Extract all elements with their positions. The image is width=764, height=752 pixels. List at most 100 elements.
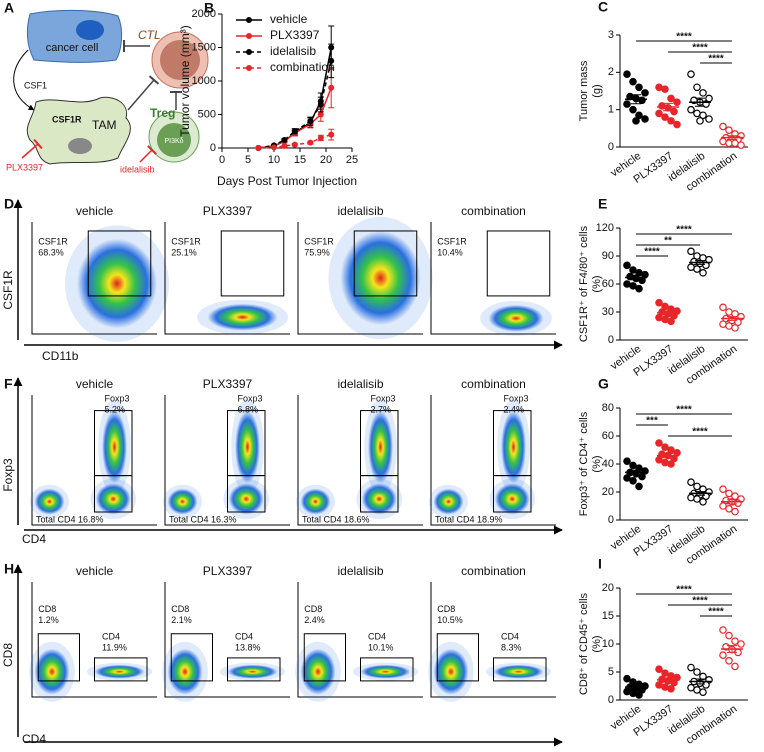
plot-title: idelalisib	[337, 564, 383, 578]
gate-name: CD4	[368, 632, 386, 642]
point	[667, 317, 675, 326]
point	[317, 134, 324, 141]
plot-title: PLX3397	[203, 377, 253, 391]
point	[734, 499, 742, 508]
x-tick-label: 0	[219, 154, 225, 166]
significance-label: ****	[644, 247, 660, 258]
point	[661, 458, 669, 467]
inhibition	[21, 138, 43, 159]
point	[667, 684, 675, 693]
total-label: Total CD4 18.6%	[302, 514, 370, 524]
density	[227, 664, 278, 679]
point	[641, 115, 649, 123]
point	[623, 261, 631, 270]
gate-name: CD4	[501, 632, 519, 642]
plot-axes	[164, 395, 290, 526]
total-label: Total CD4 16.3%	[169, 514, 237, 524]
significance-label: **	[664, 236, 672, 247]
point	[307, 139, 314, 146]
point	[635, 111, 643, 120]
panel-letter: C	[598, 0, 608, 15]
density	[360, 664, 411, 679]
density	[300, 488, 331, 515]
point	[291, 128, 298, 135]
gate	[360, 657, 414, 682]
error-bar	[727, 135, 737, 141]
point	[655, 439, 663, 447]
point	[667, 94, 675, 103]
point	[632, 117, 640, 125]
gate-name: Foxp3	[238, 393, 263, 403]
density	[34, 488, 65, 515]
point	[635, 691, 643, 699]
point	[629, 77, 637, 86]
y-tick-label: 120	[596, 222, 614, 234]
point	[725, 126, 733, 135]
panel-letter: I	[598, 556, 602, 572]
error-bar	[631, 94, 641, 105]
density	[433, 488, 464, 515]
gate-percent: 2.1%	[171, 615, 192, 625]
error-bar	[663, 102, 673, 112]
point	[687, 663, 695, 672]
point	[655, 455, 663, 464]
panel-letter: F	[4, 376, 13, 392]
legend-marker	[246, 65, 252, 71]
panel-letter: D	[4, 196, 14, 212]
density	[488, 304, 544, 332]
point	[281, 136, 288, 143]
point	[693, 482, 701, 491]
point	[699, 497, 707, 506]
point	[673, 98, 681, 107]
nucleus	[157, 123, 191, 157]
y-axis-label: CSF1R	[1, 270, 15, 310]
gate-percent: 10.1%	[368, 643, 394, 653]
error-bar	[663, 310, 673, 316]
plot-axes	[164, 222, 290, 335]
plot-axes	[31, 395, 157, 526]
point	[673, 120, 681, 129]
y-axis-label: Tumor mass	[578, 60, 590, 121]
point	[623, 70, 631, 79]
point	[737, 141, 745, 149]
plot-axes	[297, 582, 423, 698]
point	[693, 668, 701, 676]
gate	[493, 475, 532, 513]
gate-percent: 10.4%	[437, 248, 463, 258]
density	[228, 483, 264, 515]
y-tick-label: 90	[602, 250, 614, 262]
gate-percent: 25.1%	[171, 248, 197, 258]
point	[699, 268, 707, 277]
gate	[227, 475, 266, 513]
point	[328, 131, 335, 138]
legend-marker	[246, 33, 252, 39]
y-tick-label: 500	[198, 108, 216, 120]
gate	[170, 633, 213, 682]
point	[702, 681, 710, 689]
panel-letter: E	[598, 196, 607, 212]
gate	[493, 657, 547, 682]
point	[731, 662, 739, 671]
y-tick-label: 0	[608, 694, 614, 706]
point	[719, 626, 727, 634]
point	[725, 489, 733, 498]
density	[95, 483, 131, 515]
y-tick-label: 1000	[192, 75, 216, 87]
label: CTL	[138, 28, 161, 42]
error-bar	[663, 677, 673, 683]
density	[493, 664, 544, 679]
label: Treg	[150, 106, 175, 120]
y-tick-label: 60	[602, 430, 614, 442]
gate-name: CSF1R	[437, 237, 467, 247]
density	[361, 483, 397, 515]
point	[629, 282, 637, 290]
legend-label: idelalisib	[270, 44, 316, 58]
x-axis-label: Days Post Tumor Injection	[217, 174, 357, 188]
legend-marker	[246, 17, 252, 23]
diagram: A cancer cell CTL CSF1 CSF1R TAM Treg PI…	[4, 0, 209, 174]
y-axis-label: CD8	[1, 643, 15, 667]
point	[623, 474, 631, 482]
gate-name: Foxp3	[105, 393, 130, 403]
point	[655, 665, 663, 674]
